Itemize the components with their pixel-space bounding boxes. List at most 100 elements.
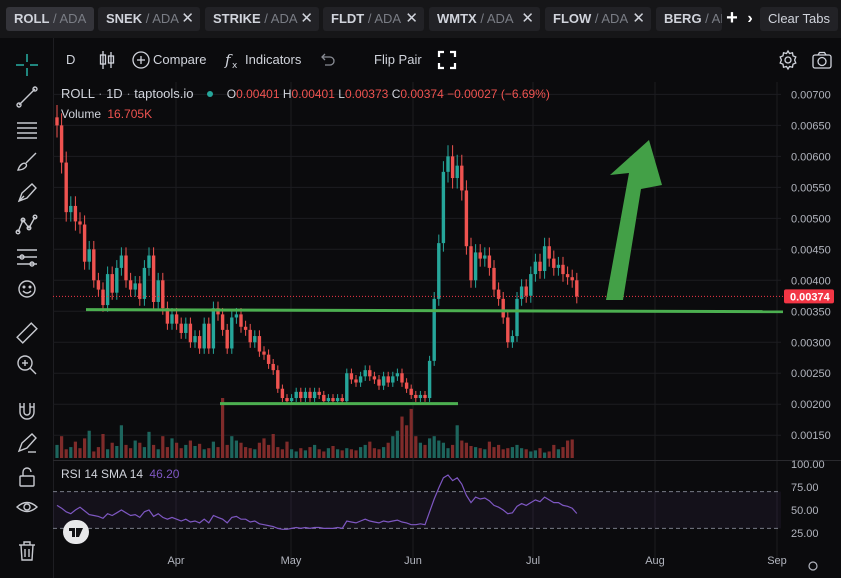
- tab-roll[interactable]: ROLL / ADA: [6, 7, 94, 31]
- candle: [469, 246, 473, 281]
- price-tick-label: 0.00600: [791, 151, 831, 163]
- candle: [179, 323, 183, 333]
- price-axis: 0.00700 0.00650 0.00600 0.00550 0.00500 0.004…: [791, 89, 831, 442]
- indicators-button[interactable]: Indicators: [245, 52, 302, 67]
- volume-bar: [437, 440, 441, 458]
- volume-bar: [124, 444, 128, 458]
- candle: [243, 326, 248, 330]
- candle: [294, 391, 298, 399]
- volume-bar: [225, 444, 229, 458]
- legend-interval: 1D: [106, 86, 123, 101]
- candle: [78, 221, 82, 225]
- volume-bar: [497, 444, 501, 458]
- emoji-icon[interactable]: [14, 276, 40, 302]
- gear-icon[interactable]: [776, 48, 800, 72]
- candle: [358, 376, 363, 383]
- candle: [510, 336, 515, 343]
- volume-bar: [515, 444, 519, 458]
- add-tab-button[interactable]: +: [726, 7, 738, 29]
- legend-row: ROLL · 1D · taptools.io O0.00401 H0.0040…: [61, 86, 550, 101]
- brush-icon[interactable]: [14, 148, 40, 174]
- add-compare-icon[interactable]: [129, 48, 153, 72]
- candle: [156, 280, 160, 302]
- legend-source: taptools.io: [134, 86, 194, 101]
- tab-snek[interactable]: SNEK / ADA ✕: [98, 7, 200, 31]
- compare-button[interactable]: Compare: [153, 52, 207, 67]
- fullscreen-icon[interactable]: [435, 48, 459, 72]
- volume-bar: [510, 447, 514, 458]
- volume-bar: [87, 430, 91, 458]
- candle: [303, 391, 308, 399]
- zoom-in-icon[interactable]: [14, 352, 40, 378]
- candle: [92, 249, 96, 281]
- candle: [418, 394, 423, 399]
- undo-icon[interactable]: [315, 48, 339, 72]
- crosshair-icon[interactable]: [14, 52, 40, 78]
- candle: [340, 398, 344, 402]
- candle: [312, 391, 317, 399]
- close-icon[interactable]: ✕: [300, 10, 313, 27]
- candle: [575, 280, 579, 297]
- volume-bar: [446, 448, 450, 458]
- candle: [170, 314, 174, 324]
- volume-bar: [313, 444, 317, 458]
- tab-pair: / ADA: [591, 11, 629, 26]
- close-icon[interactable]: ✕: [632, 10, 645, 27]
- trash-icon[interactable]: [14, 538, 40, 564]
- rsi-value: 46.20: [149, 467, 180, 481]
- candle: [266, 354, 271, 364]
- volume-bar: [69, 447, 73, 458]
- close-icon[interactable]: ✕: [405, 10, 418, 27]
- chart-area[interactable]: 0.00700 0.00650 0.00600 0.00550 0.00500 0.004…: [53, 82, 841, 578]
- volume-bar: [538, 448, 542, 458]
- interval-button[interactable]: D: [66, 52, 76, 67]
- pattern-icon[interactable]: [14, 212, 40, 238]
- candle: [552, 258, 556, 268]
- candle: [151, 255, 156, 302]
- candle: [211, 308, 216, 349]
- tab-fldt[interactable]: FLDT / ADA ✕: [323, 7, 424, 31]
- volume-bar: [276, 447, 280, 458]
- ruler-icon[interactable]: [14, 320, 40, 346]
- candle: [363, 370, 367, 377]
- horizontal-lines-icon[interactable]: [14, 116, 40, 142]
- tab-berg[interactable]: BERG / ADA: [656, 7, 722, 31]
- volume-bar: [179, 448, 183, 458]
- lock-icon[interactable]: [14, 464, 40, 490]
- close-icon[interactable]: ✕: [181, 10, 194, 27]
- volume-bar: [506, 448, 510, 458]
- volume-bar: [386, 442, 390, 458]
- tab-wmtx[interactable]: WMTX / ADA ✕: [429, 7, 540, 31]
- ohlc-high-label: H: [282, 87, 292, 101]
- candle: [404, 382, 409, 389]
- candle: [542, 246, 547, 271]
- candle: [280, 388, 285, 399]
- tab-flow[interactable]: FLOW / ADA ✕: [545, 7, 651, 31]
- close-icon[interactable]: ✕: [521, 10, 534, 27]
- trend-line-icon[interactable]: [14, 84, 40, 110]
- tab-strike[interactable]: STRIKE / ADA ✕: [205, 7, 319, 31]
- price-chart[interactable]: 0.00700 0.00650 0.00600 0.00550 0.00500 0.004…: [53, 82, 841, 578]
- tab-pair: / ADA: [476, 11, 514, 26]
- volume-bar: [216, 447, 220, 458]
- volume-bar: [170, 438, 174, 458]
- brush-edit-icon[interactable]: [14, 430, 40, 456]
- flip-pair-button[interactable]: Flip Pair: [374, 52, 422, 67]
- volume-bar: [198, 443, 202, 458]
- camera-icon[interactable]: [810, 48, 834, 72]
- chevron-right-icon[interactable]: ›: [747, 10, 753, 27]
- candle: [82, 224, 87, 262]
- eye-icon[interactable]: [14, 494, 40, 520]
- fib-retracement-icon[interactable]: [14, 244, 40, 270]
- clear-tabs-button[interactable]: Clear Tabs: [760, 7, 838, 31]
- drawing-toolbar: [0, 38, 54, 578]
- volume-bar: [211, 441, 215, 458]
- candles: [55, 104, 579, 405]
- candles-icon[interactable]: [95, 48, 119, 72]
- volume-bar: [290, 449, 294, 458]
- volume-bar: [78, 448, 82, 458]
- pen-icon[interactable]: [14, 180, 40, 206]
- volume-bar: [455, 425, 459, 458]
- magnet-icon[interactable]: [14, 398, 40, 424]
